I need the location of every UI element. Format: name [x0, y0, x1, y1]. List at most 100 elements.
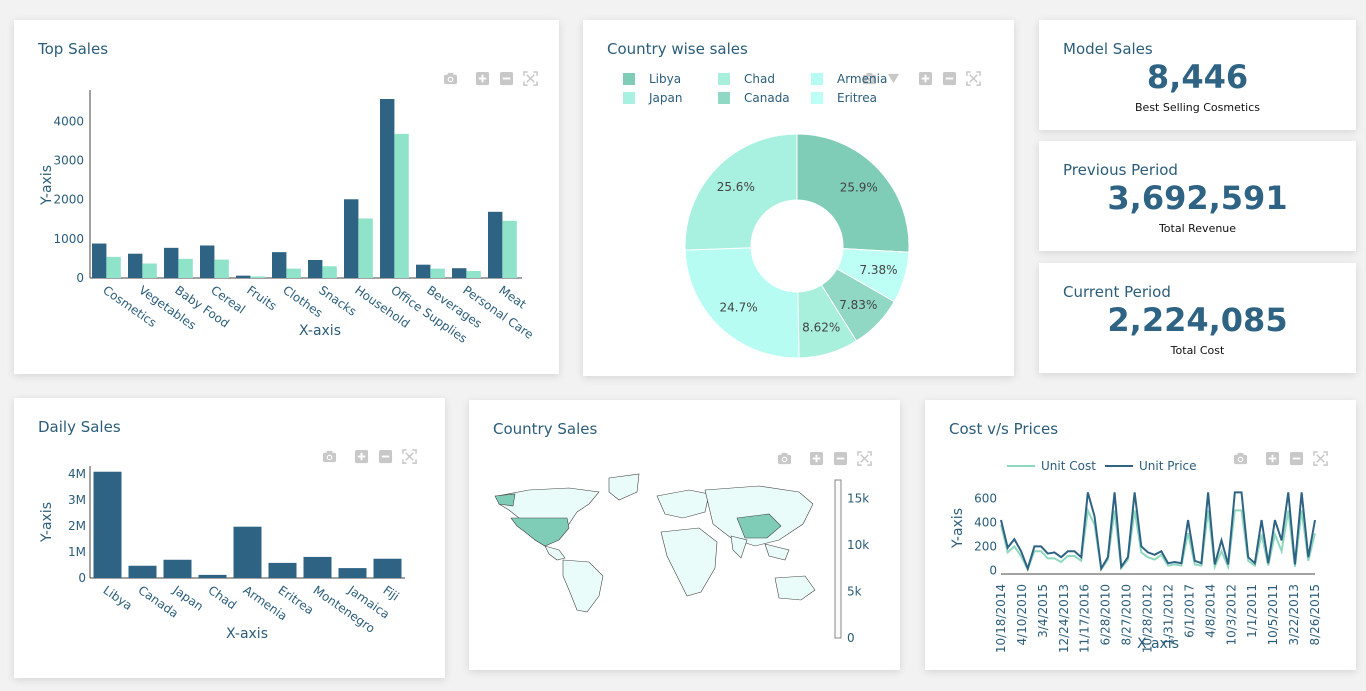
colorbar-tick-label: 0: [847, 631, 855, 645]
x-tick-label: 1/1/2011: [1245, 584, 1259, 638]
y-tick-label: 400: [974, 515, 997, 529]
y-tick-label: 4000: [53, 114, 84, 128]
daily-sales-card: Daily Sales 0 1M 2M 3M 4M Libya Canada Japan Cha…: [14, 398, 445, 678]
x-tick-label: 4/10/2010: [1015, 584, 1029, 646]
usa-shape: [510, 517, 570, 547]
pie-label: 25.9%: [840, 181, 878, 195]
bar: [373, 558, 402, 578]
x-tick-label: Fiji: [381, 583, 402, 604]
y-tick-label: 4M: [68, 467, 86, 481]
bar-dark: [308, 259, 323, 278]
dropdown-icon[interactable]: [885, 70, 901, 86]
x-axis-title: X-axis: [299, 323, 341, 339]
legend-swatch: [623, 73, 635, 85]
colorbar-tick-label: 15k: [847, 492, 869, 506]
colorbar-tick-label: 10k: [847, 538, 869, 552]
model-sales-sub: Best Selling Cosmetics: [1135, 101, 1260, 114]
y-tick-label: 3000: [53, 154, 84, 168]
y-tick-label: 600: [974, 491, 997, 505]
y-tick-label: 0: [78, 571, 86, 585]
country-wise-pie: 25.9% 7.38% 7.83% 8.62% 24.7% 25.6% Libya Chad A…: [623, 72, 910, 359]
zoom-in-icon[interactable]: [353, 448, 369, 464]
zoom-in-icon[interactable]: [808, 450, 824, 466]
current-period-sub: Total Cost: [1170, 344, 1225, 357]
australia-shape: [774, 575, 816, 601]
legend-label: Unit Cost: [1041, 459, 1096, 473]
legend-label: Armenia: [837, 72, 887, 86]
bar: [268, 562, 297, 578]
zoom-in-icon[interactable]: [474, 70, 490, 86]
camera-icon[interactable]: [861, 70, 877, 86]
legend-swatch: [811, 73, 823, 85]
colorbar-tick-label: 5k: [847, 585, 862, 599]
model-sales-value: 8,446: [1146, 58, 1249, 96]
previous-period-sub: Total Revenue: [1158, 222, 1237, 235]
legend-label: Libya: [649, 72, 681, 86]
country-sales-toolbar: [776, 450, 872, 466]
line-series: [1000, 491, 1316, 572]
x-axis-title: X-axis: [226, 626, 268, 642]
bar-dark: [200, 245, 215, 278]
cost-prices-card: Cost v/s Prices 0 200 400 600 Unit Cost Unit …: [925, 400, 1356, 670]
country-sales-card: Country Sales 0 5k 10k 15k: [469, 400, 900, 670]
daily-sales-title: Daily Sales: [38, 418, 121, 436]
previous-period-title: Previous Period: [1063, 161, 1178, 179]
cost-prices-title: Cost v/s Prices: [949, 420, 1059, 438]
greenland-shape: [608, 473, 640, 501]
legend-label: Eritrea: [837, 91, 877, 105]
pie-label: 8.62%: [802, 320, 840, 334]
zoom-out-icon[interactable]: [1288, 450, 1304, 466]
zoom-out-icon[interactable]: [941, 70, 957, 86]
bar-dark: [272, 252, 287, 278]
camera-icon[interactable]: [776, 450, 792, 466]
autoscale-icon[interactable]: [965, 70, 981, 86]
legend-label: Chad: [744, 72, 775, 86]
country-wise-title: Country wise sales: [607, 40, 748, 58]
x-tick-label: 3/22/2013: [1287, 584, 1301, 646]
bar-dark: [128, 253, 143, 278]
x-tick-label: 10/28/2012: [1141, 584, 1155, 653]
zoom-out-icon[interactable]: [377, 448, 393, 464]
legend-swatch: [718, 73, 730, 85]
camera-icon[interactable]: [442, 70, 458, 86]
bar-dark: [236, 275, 251, 278]
model-sales-card: Model Sales 8,446 Best Selling Cosmetics: [1039, 20, 1356, 130]
south-america-shape: [562, 559, 604, 613]
legend-label: Canada: [744, 91, 790, 105]
current-period-title: Current Period: [1063, 283, 1171, 301]
top-sales-chart: 01000200030004000CosmeticsVegetablesBaby…: [39, 90, 536, 346]
y-axis-title: Y-axis: [39, 165, 55, 206]
autoscale-icon[interactable]: [522, 70, 538, 86]
bar-light: [466, 270, 481, 278]
legend-swatch: [623, 92, 635, 104]
legend-swatch: [718, 92, 730, 104]
europe-shape: [656, 489, 710, 519]
zoom-out-icon[interactable]: [498, 70, 514, 86]
previous-period-value: 3,692,591: [1107, 179, 1288, 217]
pie-label: 7.38%: [859, 263, 897, 277]
y-tick-label: 1M: [68, 545, 86, 559]
zoom-in-icon[interactable]: [917, 70, 933, 86]
bar-light: [358, 218, 373, 278]
country-wise-toolbar: [861, 70, 981, 86]
y-tick-label: 0: [989, 563, 997, 577]
zoom-out-icon[interactable]: [832, 450, 848, 466]
pie-label: 24.7%: [720, 301, 758, 315]
camera-icon[interactable]: [321, 448, 337, 464]
zoom-in-icon[interactable]: [1264, 450, 1280, 466]
bar-light: [322, 266, 337, 278]
autoscale-icon[interactable]: [1312, 450, 1328, 466]
country-sales-title: Country Sales: [493, 420, 598, 438]
x-tick-label: Libya: [101, 583, 135, 613]
x-axis-title: X-axis: [1137, 636, 1179, 652]
autoscale-icon[interactable]: [401, 448, 417, 464]
pie-slice: [684, 133, 798, 251]
pie-label: 25.6%: [717, 180, 755, 194]
camera-icon[interactable]: [1232, 450, 1248, 466]
autoscale-icon[interactable]: [856, 450, 872, 466]
x-tick-label: 12/24/2013: [1057, 584, 1071, 653]
y-tick-label: 0: [76, 271, 84, 285]
pie-slice: [684, 247, 800, 359]
x-tick-label: 10/5/2011: [1266, 584, 1280, 646]
